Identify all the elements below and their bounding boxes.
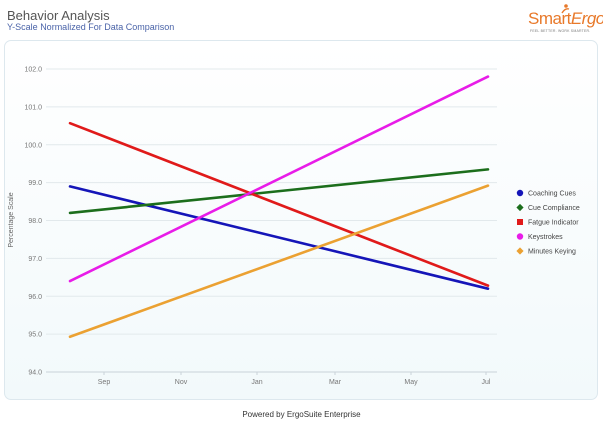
page-subtitle: Y-Scale Normalized For Data Comparison	[7, 22, 175, 32]
y-tick-label: 96.0	[28, 294, 42, 301]
y-tick-label: 99.0	[28, 180, 42, 187]
x-tick-label: Nov	[175, 379, 188, 386]
series-lines	[68, 75, 490, 339]
axes: 94.0 95.0 96.0 97.0 98.0 99.0 100.0 101.0 102.0 S…	[24, 67, 497, 386]
y-tick-label: 95.0	[28, 332, 42, 339]
series-line-minutes	[68, 184, 490, 339]
y-tick-label: 98.0	[28, 218, 42, 225]
y-tick-label: 101.0	[24, 104, 42, 111]
y-tick-label: 94.0	[28, 370, 42, 377]
x-tick-label: Jan	[251, 379, 262, 386]
series-line-keystrokes	[68, 75, 490, 283]
legend-label[interactable]: Coaching Cues	[528, 191, 576, 198]
brand-logo: SmartErgo FEEL BETTER. WORK SMARTER.	[528, 4, 603, 39]
legend-label[interactable]: Keystrokes	[528, 234, 563, 241]
series-line-fatigue	[68, 121, 490, 287]
series-line-compliance	[68, 168, 490, 215]
logo-tagline: FEEL BETTER. WORK SMARTER.	[530, 29, 591, 33]
legend-marker-minutes	[516, 247, 524, 255]
legend-marker-keystrokes	[516, 233, 524, 240]
legend-marker-fatigue	[517, 219, 523, 225]
x-tick-label: Sep	[98, 379, 111, 386]
logo-wordmark: SmartErgo	[528, 9, 603, 28]
footer-text: Powered by ErgoSuite Enterprise	[242, 410, 361, 419]
grid-lines	[46, 68, 497, 373]
y-tick-label: 102.0	[24, 67, 42, 74]
legend-marker-coaching	[516, 189, 524, 197]
legend-label[interactable]: Minutes Keying	[528, 249, 576, 256]
x-tick-label: Mar	[329, 379, 342, 386]
page-title: Behavior Analysis	[7, 8, 110, 23]
series-line-coaching	[68, 185, 490, 290]
y-tick-label: 97.0	[28, 256, 42, 263]
legend: Coaching Cues Cue Compliance Fatgue Indica…	[516, 189, 580, 256]
y-tick-label: 100.0	[24, 142, 42, 149]
legend-label[interactable]: Cue Compliance	[528, 205, 580, 212]
x-tick-label: Jul	[482, 379, 491, 386]
x-tick-label: May	[404, 379, 418, 386]
legend-label[interactable]: Fatgue Indicator	[528, 220, 579, 227]
logo-figure-icon	[561, 4, 570, 14]
legend-marker-compliance	[516, 203, 524, 212]
y-axis-label: Percentage Scale	[8, 192, 15, 247]
